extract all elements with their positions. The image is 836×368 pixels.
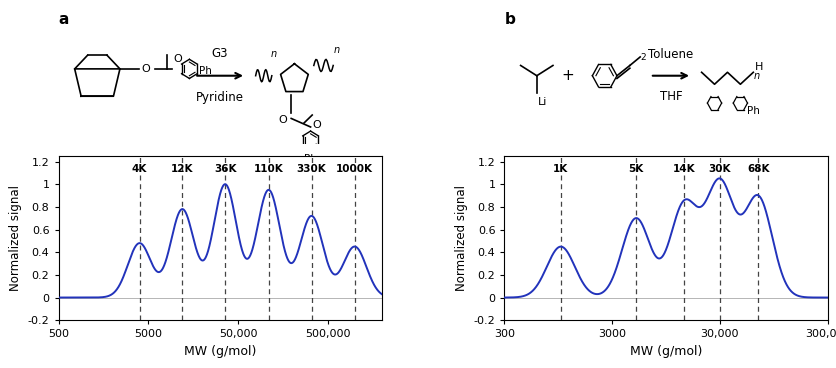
- Text: 1K: 1K: [553, 164, 568, 174]
- Text: 36K: 36K: [214, 164, 237, 174]
- Text: G3: G3: [212, 47, 228, 60]
- Text: Pyridine: Pyridine: [196, 91, 244, 104]
- Text: THF: THF: [660, 90, 682, 103]
- Text: 4K: 4K: [132, 164, 147, 174]
- Text: O: O: [141, 64, 150, 74]
- Text: a: a: [59, 13, 69, 28]
- Text: 2: 2: [641, 53, 646, 63]
- X-axis label: MW (g/mol): MW (g/mol): [184, 345, 257, 358]
- Text: Ph: Ph: [304, 154, 317, 164]
- Text: 68K: 68K: [747, 164, 769, 174]
- Text: 5K: 5K: [629, 164, 644, 174]
- Text: n: n: [270, 49, 277, 59]
- Text: Ph: Ph: [747, 106, 760, 117]
- Text: b: b: [504, 13, 515, 28]
- Text: n: n: [334, 45, 339, 55]
- Text: O: O: [278, 115, 288, 125]
- Text: H: H: [755, 61, 763, 72]
- Text: Li: Li: [538, 97, 547, 107]
- Text: n: n: [754, 71, 760, 81]
- Y-axis label: Normalized signal: Normalized signal: [9, 185, 23, 291]
- Text: 1000K: 1000K: [336, 164, 373, 174]
- Text: 330K: 330K: [297, 164, 326, 174]
- Text: 14K: 14K: [673, 164, 696, 174]
- Text: 30K: 30K: [709, 164, 732, 174]
- Text: O: O: [312, 120, 321, 130]
- Text: +: +: [561, 68, 573, 83]
- Y-axis label: Normalized signal: Normalized signal: [455, 185, 468, 291]
- Text: Toluene: Toluene: [648, 48, 694, 61]
- X-axis label: MW (g/mol): MW (g/mol): [630, 345, 702, 358]
- Text: 110K: 110K: [254, 164, 283, 174]
- Text: 12K: 12K: [171, 164, 194, 174]
- Text: Ph: Ph: [199, 66, 212, 75]
- Text: O: O: [173, 54, 182, 64]
